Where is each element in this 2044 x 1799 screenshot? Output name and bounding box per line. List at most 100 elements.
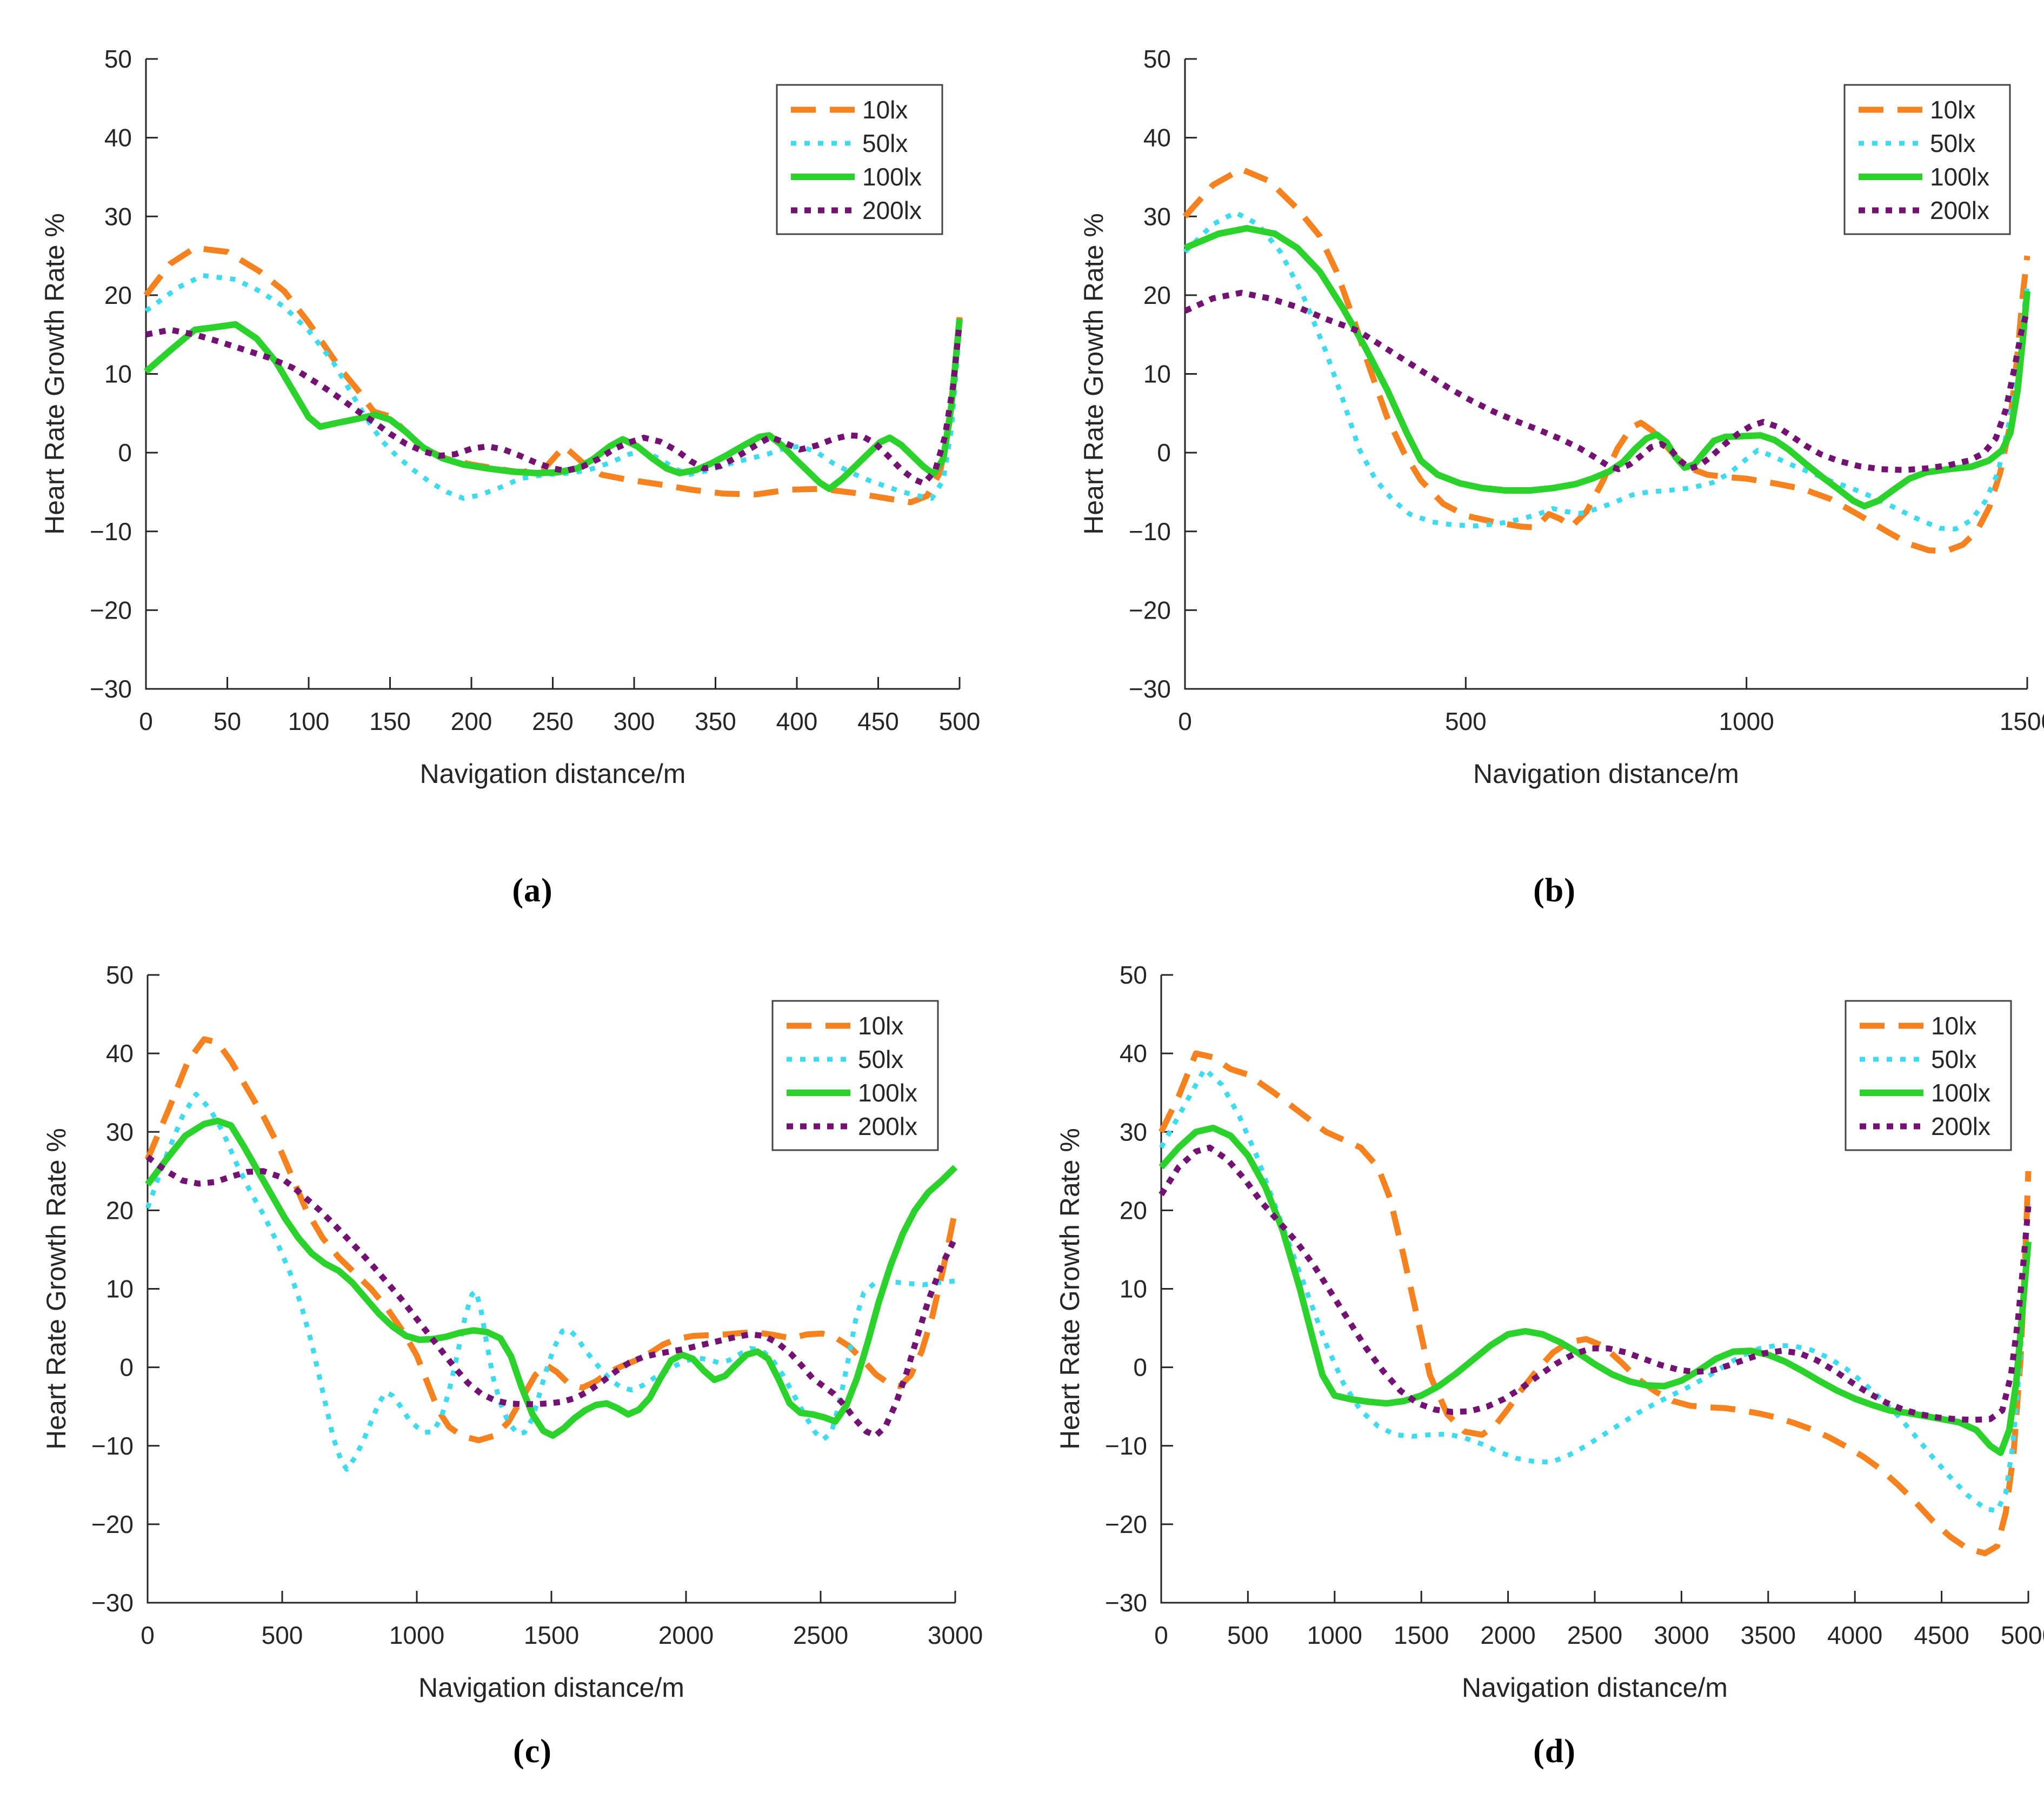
svg-text:−30: −30 bbox=[90, 675, 132, 703]
svg-text:30: 30 bbox=[1143, 202, 1171, 230]
svg-text:40: 40 bbox=[1143, 124, 1171, 152]
svg-text:−30: −30 bbox=[1129, 675, 1171, 703]
svg-text:−10: −10 bbox=[91, 1432, 134, 1460]
legend-label: 200lx bbox=[858, 1112, 917, 1140]
legend: 10lx 50lx 100lx 200lx bbox=[776, 84, 943, 235]
legend-label: 100lx bbox=[1930, 163, 1989, 191]
series-lines bbox=[1182, 166, 2030, 554]
svg-text:−20: −20 bbox=[91, 1510, 134, 1538]
caption-a: (a) bbox=[512, 872, 553, 909]
svg-text:0: 0 bbox=[141, 1621, 155, 1649]
panel-d: −30 −20 −10 0 10 20 30 40 50 0 500 1000 1500 2000 2500… bbox=[1043, 928, 2044, 1799]
svg-text:20: 20 bbox=[1143, 281, 1171, 309]
svg-text:30: 30 bbox=[106, 1118, 134, 1146]
svg-text:20: 20 bbox=[1120, 1196, 1147, 1224]
y-axis-label: Heart Rate Growth Rate % bbox=[39, 213, 70, 535]
panel-c: −30 −20 −10 0 10 20 30 40 50 0 500 1000 1500 2000 2500… bbox=[22, 928, 1043, 1799]
x-axis-label: Navigation distance/m bbox=[418, 1672, 684, 1703]
svg-text:−10: −10 bbox=[1129, 517, 1171, 546]
svg-text:4500: 4500 bbox=[1914, 1621, 1969, 1649]
svg-text:−20: −20 bbox=[1129, 596, 1171, 624]
legend-label: 10lx bbox=[862, 96, 908, 124]
legend: 10lx 50lx 100lx 200lx bbox=[771, 1000, 939, 1151]
svg-text:2500: 2500 bbox=[793, 1621, 848, 1649]
svg-text:2000: 2000 bbox=[1480, 1621, 1535, 1649]
legend-label: 100lx bbox=[1931, 1079, 1990, 1107]
svg-text:−20: −20 bbox=[90, 596, 132, 624]
svg-text:50: 50 bbox=[106, 961, 134, 989]
svg-text:0: 0 bbox=[118, 439, 132, 467]
svg-text:50: 50 bbox=[1143, 45, 1171, 73]
panel-b: −30−20−1001020304050050010001500Navigati… bbox=[1043, 9, 2044, 928]
caption-d: (d) bbox=[1533, 1733, 1576, 1770]
series-50lx bbox=[1159, 1066, 2031, 1513]
svg-text:10: 10 bbox=[104, 360, 132, 388]
svg-text:30: 30 bbox=[104, 202, 132, 230]
series-lines bbox=[1159, 1050, 2032, 1557]
series-10lx bbox=[144, 1036, 958, 1444]
svg-text:250: 250 bbox=[532, 707, 574, 735]
series-100lx bbox=[145, 1117, 958, 1439]
series-50lx bbox=[1183, 210, 2030, 532]
panel-a: −30 −20 −10 0 10 20 30 40 50 0 50 100 150 200 250 300 35… bbox=[22, 9, 1043, 928]
legend-label: 200lx bbox=[1930, 196, 1989, 224]
x-axis-label: Navigation distance/m bbox=[420, 759, 686, 789]
legend-label: 50lx bbox=[858, 1045, 903, 1073]
series-200lx bbox=[1159, 1144, 2032, 1423]
series-lines bbox=[144, 1036, 958, 1472]
caption-b: (b) bbox=[1533, 872, 1576, 909]
svg-text:450: 450 bbox=[857, 707, 899, 735]
svg-text:500: 500 bbox=[939, 707, 981, 735]
svg-text:−10: −10 bbox=[1105, 1432, 1147, 1460]
legend-label: 10lx bbox=[1930, 96, 1975, 124]
legend-label: 10lx bbox=[858, 1012, 903, 1040]
legend-label: 10lx bbox=[1931, 1012, 1976, 1040]
svg-text:−30: −30 bbox=[91, 1589, 134, 1617]
svg-text:500: 500 bbox=[262, 1621, 303, 1649]
legend-label: 100lx bbox=[858, 1079, 917, 1107]
series-10lx bbox=[143, 245, 963, 506]
svg-text:40: 40 bbox=[106, 1039, 134, 1067]
svg-text:4000: 4000 bbox=[1827, 1621, 1882, 1649]
series-200lx bbox=[145, 1154, 958, 1439]
svg-text:50: 50 bbox=[104, 45, 132, 73]
legend-label: 50lx bbox=[1930, 129, 1975, 157]
svg-text:400: 400 bbox=[776, 707, 818, 735]
y-axis-label: Heart Rate Growth Rate % bbox=[1055, 1128, 1085, 1450]
legend-label: 200lx bbox=[862, 196, 922, 224]
svg-text:0: 0 bbox=[1178, 707, 1192, 735]
x-axis-label: Navigation distance/m bbox=[1473, 759, 1739, 789]
svg-text:1500: 1500 bbox=[524, 1621, 579, 1649]
series-lines bbox=[143, 245, 963, 506]
svg-text:1000: 1000 bbox=[1307, 1621, 1362, 1649]
svg-text:3000: 3000 bbox=[1654, 1621, 1709, 1649]
svg-text:1500: 1500 bbox=[2000, 707, 2044, 735]
svg-text:200: 200 bbox=[451, 707, 492, 735]
svg-text:50: 50 bbox=[1120, 961, 1147, 989]
svg-text:350: 350 bbox=[695, 707, 736, 735]
legend-label: 100lx bbox=[862, 163, 922, 191]
svg-text:20: 20 bbox=[106, 1196, 134, 1224]
svg-text:10: 10 bbox=[1143, 360, 1171, 388]
chart-b-svg: −30−20−1001020304050050010001500Navigati… bbox=[1078, 45, 2044, 789]
axes bbox=[1184, 58, 2028, 690]
axes bbox=[145, 58, 961, 690]
series-200lx bbox=[1183, 290, 2030, 473]
svg-text:150: 150 bbox=[369, 707, 411, 735]
svg-text:100: 100 bbox=[288, 707, 330, 735]
legend-label: 50lx bbox=[862, 129, 908, 157]
svg-text:−20: −20 bbox=[1105, 1510, 1147, 1538]
legend: 10lx 50lx 100lx 200lx bbox=[1845, 1000, 2012, 1151]
svg-text:0: 0 bbox=[1157, 439, 1171, 467]
svg-text:40: 40 bbox=[1120, 1039, 1147, 1067]
svg-text:500: 500 bbox=[1445, 707, 1487, 735]
y-axis-label: Heart Rate Growth Rate % bbox=[41, 1128, 71, 1450]
svg-text:0: 0 bbox=[1133, 1353, 1147, 1382]
series-50lx bbox=[144, 273, 962, 501]
svg-text:1000: 1000 bbox=[389, 1621, 444, 1649]
